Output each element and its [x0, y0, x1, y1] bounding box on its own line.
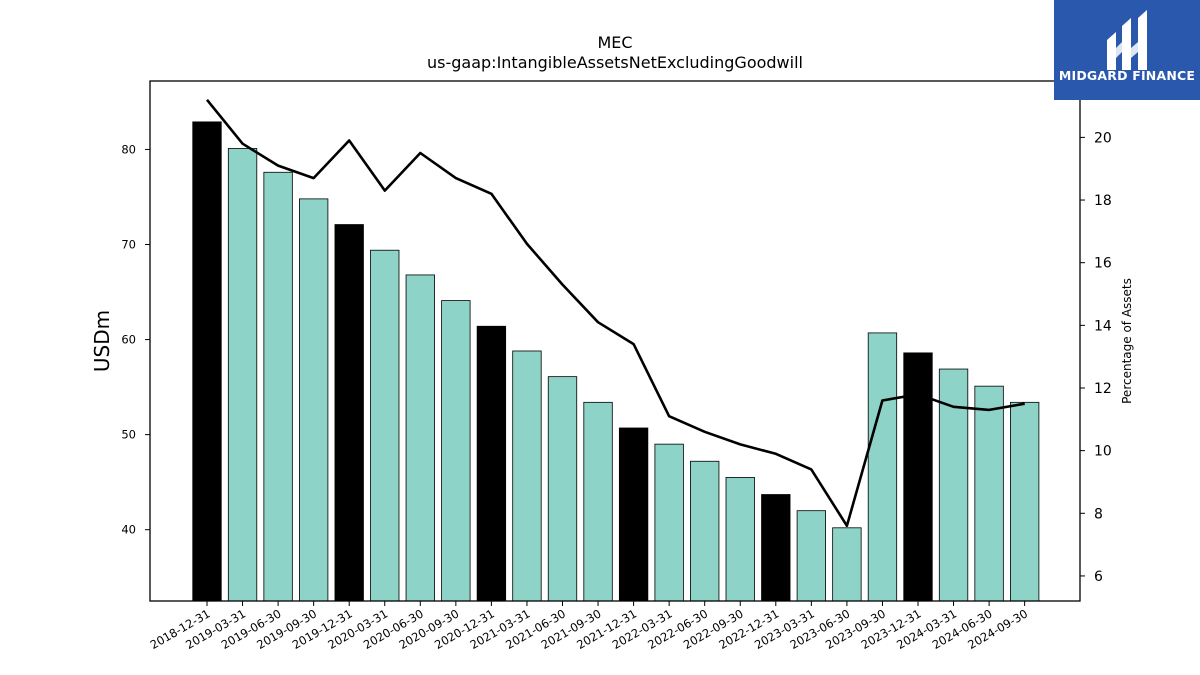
bar-2024-06-30 — [974, 385, 1004, 602]
bar-2020-12-31 — [476, 325, 507, 602]
y-axis: 40 50 60 70 80 — [121, 142, 150, 537]
bar-2019-12-31 — [334, 224, 364, 602]
bar-2020-03-31 — [370, 249, 400, 602]
bar-2019-06-30 — [263, 171, 293, 602]
y-tick-label: 70 — [121, 238, 136, 252]
y-tick-label: 80 — [121, 142, 136, 156]
bar-2020-06-30 — [405, 274, 435, 602]
brand-logo: MIDGARD FINANCE — [1054, 0, 1200, 100]
bar-2023-12-31 — [903, 352, 933, 602]
bar-2022-09-30 — [725, 477, 755, 602]
bar-2022-12-31 — [761, 494, 791, 602]
bar-2021-09-30 — [583, 401, 613, 602]
brand-name: MIDGARD FINANCE — [1058, 68, 1196, 83]
bar-2020-09-30 — [441, 300, 471, 602]
y2-axis: 6 8 10 12 14 16 18 20 — [1080, 130, 1112, 585]
chart-subtitle: us-gaap:IntangibleAssetsNetExcludingGood… — [427, 53, 803, 72]
x-axis: 2018-12-312019-03-312019-06-302019-09-30… — [148, 601, 1030, 652]
bar-2018-12-31 — [192, 121, 222, 602]
y2-tick-label: 18 — [1094, 193, 1112, 209]
bar-2021-12-31 — [618, 427, 649, 602]
chart-title: MEC — [597, 33, 632, 52]
bar-2022-03-31 — [654, 443, 684, 602]
y-tick-label: 60 — [121, 333, 136, 347]
line-series — [205, 98, 1025, 528]
plot-frame — [149, 80, 1081, 602]
bar-2023-03-31 — [796, 510, 826, 602]
y2-tick-label: 6 — [1094, 569, 1103, 585]
bar-2021-03-31 — [512, 350, 542, 602]
y2-tick-label: 20 — [1094, 130, 1112, 146]
y-axis-label: USDm — [90, 310, 114, 372]
bar-series — [192, 121, 1040, 602]
bar-2019-09-30 — [298, 198, 329, 602]
y2-tick-label: 8 — [1094, 506, 1103, 522]
y2-tick-label: 10 — [1094, 444, 1112, 460]
bar-2023-09-30 — [867, 332, 898, 602]
bar-2023-06-30 — [832, 527, 862, 602]
y2-tick-label: 12 — [1094, 381, 1112, 397]
y2-tick-label: 14 — [1094, 318, 1112, 334]
y-tick-label: 50 — [121, 428, 136, 442]
bar-2022-06-30 — [690, 460, 720, 602]
midgard-logo-icon — [1054, 0, 1200, 100]
y2-axis-label: Percentage of Assets — [1120, 278, 1134, 404]
y-tick-label: 40 — [121, 523, 136, 537]
bar-2024-09-30 — [1010, 401, 1040, 602]
percentage-of-assets-line — [205, 98, 1025, 528]
bar-2021-06-30 — [547, 376, 578, 602]
y2-tick-label: 16 — [1094, 256, 1112, 272]
bar-2019-03-31 — [227, 148, 258, 602]
